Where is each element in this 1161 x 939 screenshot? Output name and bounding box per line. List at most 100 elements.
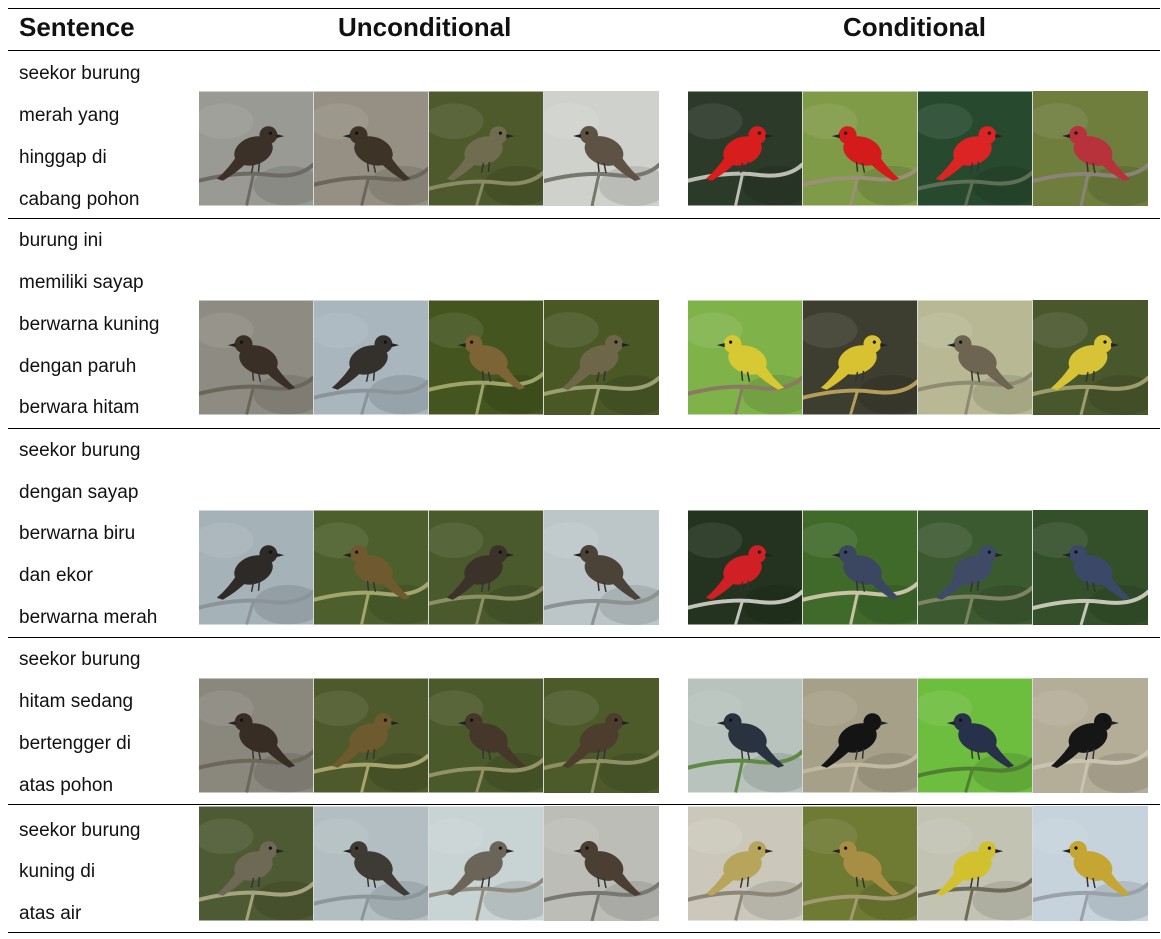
conditional-image-strip (688, 678, 1148, 793)
unconditional-sample-image (314, 510, 429, 625)
bird-image (199, 300, 313, 415)
unconditional-sample-image (429, 510, 544, 625)
conditional-sample-image (918, 300, 1033, 415)
unconditional-image-strip (199, 510, 659, 625)
bird-image (688, 300, 802, 415)
row-separator (8, 637, 1160, 638)
conditional-sample-image (1033, 91, 1148, 206)
sentence-line: seekor burung (19, 649, 141, 670)
sentence-line: cabang pohon (19, 189, 140, 210)
bird-image (314, 510, 428, 625)
conditional-image-strip (688, 806, 1148, 921)
unconditional-image-strip (199, 300, 659, 415)
sentence-line: seekor burung (19, 820, 141, 841)
bird-image (544, 300, 659, 415)
conditional-image-strip (688, 300, 1148, 415)
unconditional-image-strip (199, 91, 659, 206)
sentence-line: berwarna biru (19, 523, 136, 544)
header-unconditional: Unconditional (338, 12, 512, 42)
unconditional-sample-image (314, 678, 429, 793)
bird-image (688, 806, 802, 921)
conditional-sample-image (688, 806, 803, 921)
bird-image (199, 806, 313, 921)
bird-image (429, 806, 543, 921)
bird-image (544, 91, 659, 206)
row-separator (8, 428, 1160, 429)
sentence-line: hinggap di (19, 147, 107, 168)
bird-image (688, 91, 802, 206)
bird-image (544, 806, 659, 921)
conditional-sample-image (1033, 300, 1148, 415)
bird-image (314, 678, 428, 793)
bird-image (803, 806, 917, 921)
conditional-sample-image (803, 91, 918, 206)
sentence-line: kuning di (19, 861, 96, 882)
conditional-sample-image (803, 678, 918, 793)
unconditional-sample-image (199, 91, 314, 206)
bird-image (1033, 300, 1148, 415)
conditional-sample-image (803, 300, 918, 415)
conditional-sample-image (803, 806, 918, 921)
bird-image (429, 91, 543, 206)
conditional-image-strip (688, 91, 1148, 206)
bird-image (918, 678, 1032, 793)
bird-image (544, 678, 659, 793)
header-sentence: Sentence (19, 12, 135, 42)
sentence-line: burung ini (19, 230, 103, 251)
unconditional-sample-image (429, 300, 544, 415)
conditional-sample-image (1033, 678, 1148, 793)
conditional-image-strip (688, 510, 1148, 625)
sentence-line: berwara hitam (19, 397, 140, 418)
unconditional-sample-image (199, 806, 314, 921)
conditional-sample-image (688, 91, 803, 206)
sentence-line: dan ekor (19, 565, 93, 586)
conditional-sample-image (918, 806, 1033, 921)
unconditional-image-strip (199, 806, 659, 921)
sentence-line: bertengger di (19, 733, 131, 754)
sentence-line: hitam sedang (19, 691, 134, 712)
bird-image (1033, 510, 1148, 625)
unconditional-sample-image (199, 510, 314, 625)
conditional-sample-image (918, 510, 1033, 625)
header-conditional: Conditional (843, 12, 986, 42)
table-bottom-rule (8, 932, 1160, 933)
bird-image (803, 91, 917, 206)
row-separator (8, 218, 1160, 219)
conditional-sample-image (688, 510, 803, 625)
bird-image (1033, 91, 1148, 206)
unconditional-sample-image (544, 510, 659, 625)
unconditional-sample-image (314, 300, 429, 415)
unconditional-sample-image (199, 678, 314, 793)
sentence-line: dengan paruh (19, 356, 137, 377)
bird-image (429, 678, 543, 793)
bird-image (314, 300, 428, 415)
bird-image (803, 300, 917, 415)
unconditional-image-strip (199, 678, 659, 793)
conditional-sample-image (918, 91, 1033, 206)
unconditional-sample-image (199, 300, 314, 415)
bird-image (199, 510, 313, 625)
bird-image (918, 300, 1032, 415)
bird-image (1033, 678, 1148, 793)
unconditional-sample-image (544, 678, 659, 793)
bird-image (688, 678, 802, 793)
conditional-sample-image (688, 300, 803, 415)
unconditional-sample-image (429, 806, 544, 921)
bird-image (688, 510, 802, 625)
bird-image (199, 91, 313, 206)
bird-image (199, 678, 313, 793)
bird-image (803, 678, 917, 793)
bird-image (1033, 806, 1148, 921)
bird-image (918, 510, 1032, 625)
sentence-line: seekor burung (19, 63, 141, 84)
unconditional-sample-image (544, 300, 659, 415)
bird-image (918, 91, 1032, 206)
unconditional-sample-image (429, 91, 544, 206)
conditional-sample-image (688, 678, 803, 793)
header-rule (8, 50, 1160, 51)
sentence-line: seekor burung (19, 440, 141, 461)
bird-image (918, 806, 1032, 921)
bird-image (429, 510, 543, 625)
unconditional-sample-image (429, 678, 544, 793)
bird-image (544, 510, 659, 625)
